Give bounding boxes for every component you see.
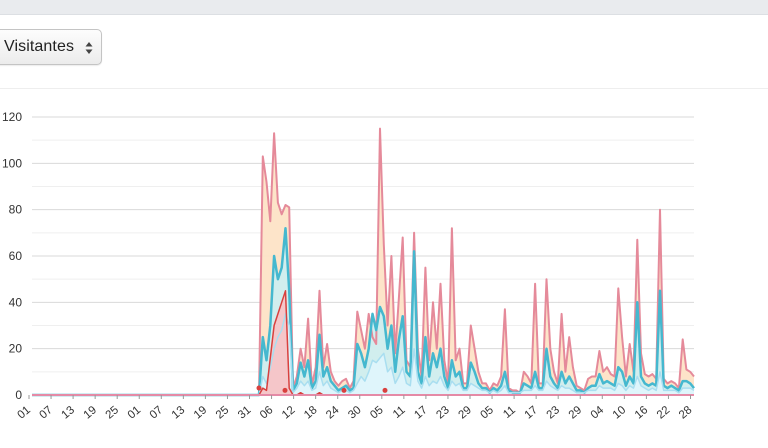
x-tick-label: 07 (37, 404, 55, 421)
marker-point (341, 387, 347, 393)
x-tick-label: 23 (434, 404, 452, 421)
x-tick-label: 30 (346, 404, 364, 421)
x-tick-label: 25 (214, 404, 232, 421)
y-tick-label: 20 (9, 342, 23, 356)
x-tick-label: 04 (589, 404, 607, 422)
visitors-chart: 0 20 40 60 80 100 120 01 07 13 19 25 01 07 13 19 25 31 06… (0, 100, 768, 448)
x-tick-label: 29 (567, 404, 585, 421)
series-lines (32, 127, 695, 397)
marker-point (256, 385, 262, 391)
areas (32, 128, 694, 395)
x-tick-label: 24 (324, 404, 342, 422)
x-tick-label: 11 (501, 404, 518, 421)
y-tick-label: 120 (2, 110, 22, 124)
updown-arrows-icon (85, 42, 93, 54)
x-tick-label: 06 (258, 404, 276, 421)
y-tick-label: 40 (9, 295, 23, 309)
x-tick-label: 29 (456, 404, 474, 421)
marker-point (282, 387, 288, 393)
x-tick-label: 17 (412, 404, 430, 421)
area-visitors (32, 228, 694, 395)
x-tick-label: 19 (82, 404, 100, 421)
metric-select-value: Visitantes (4, 38, 75, 55)
x-tick-label: 22 (655, 404, 673, 421)
x-tick-label: 19 (192, 404, 210, 421)
metric-select[interactable]: Visitantes (0, 29, 102, 65)
x-tick-label: 07 (148, 404, 166, 421)
y-tick-label: 0 (15, 388, 22, 402)
top-bar (0, 0, 768, 15)
x-tick-label: 25 (104, 404, 122, 421)
x-tick-label: 11 (391, 404, 408, 421)
x-tick-label: 12 (280, 404, 298, 421)
x-tick-label: 01 (15, 404, 33, 421)
x-tick-label: 28 (677, 404, 695, 421)
x-tick-label: 05 (368, 404, 386, 421)
x-tick-label: 13 (60, 404, 78, 421)
y-tick-label: 100 (2, 156, 22, 170)
x-tick-label: 01 (126, 404, 144, 421)
chart-controls: Visitantes (0, 15, 768, 89)
x-tick-label: 16 (633, 404, 651, 421)
y-tick-label: 60 (9, 249, 23, 263)
x-tick-label: 10 (611, 404, 629, 421)
y-tick-label: 80 (9, 203, 23, 217)
x-axis: 01 07 13 19 25 01 07 13 19 25 31 06 12 18 24 30 05 11 17 23… (15, 395, 694, 422)
x-tick-label: 05 (478, 404, 496, 421)
x-tick-label: 31 (236, 404, 254, 421)
x-tick-label: 17 (523, 404, 541, 421)
y-axis: 0 20 40 60 80 100 120 (2, 110, 22, 402)
area-total (32, 128, 694, 395)
marker-point (382, 387, 388, 393)
x-tick-label: 18 (302, 404, 320, 421)
x-tick-label: 23 (545, 404, 563, 421)
grid (32, 116, 694, 396)
x-tick-label: 13 (170, 404, 188, 421)
